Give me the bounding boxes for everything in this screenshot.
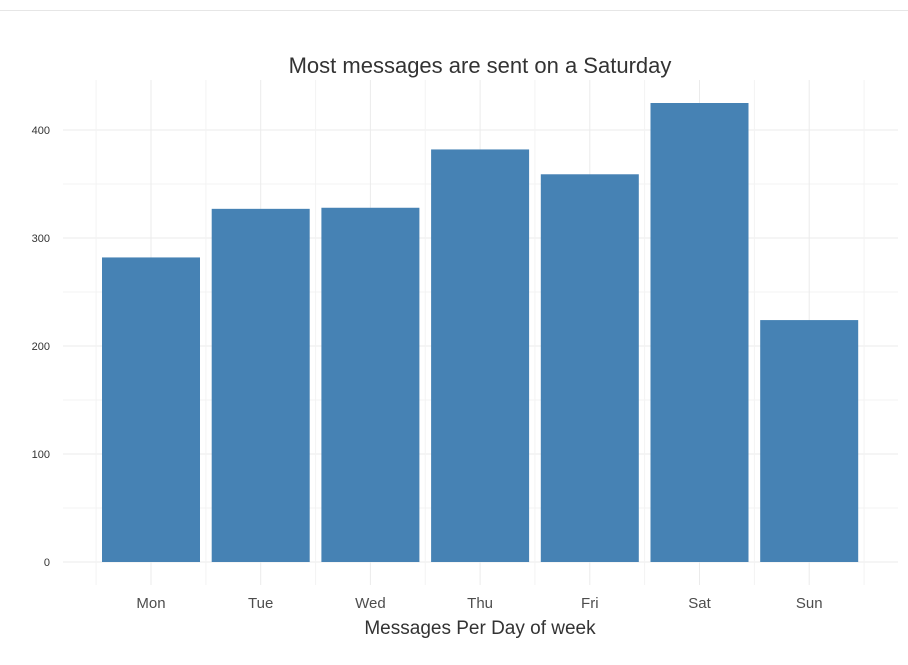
bar-mon	[102, 257, 200, 562]
bar-fri	[540, 174, 639, 562]
x-tick-label: Mon	[136, 595, 165, 612]
x-tick-label: Wed	[355, 595, 386, 612]
y-tick-label: 300	[32, 233, 50, 245]
x-axis-ticks: Mon Tue Wed Thu Fri Sat Sun	[136, 595, 822, 612]
y-axis-ticks: 0 100 200 300 400	[32, 125, 50, 569]
x-tick-label: Sat	[688, 595, 711, 612]
y-tick-label: 100	[32, 449, 50, 461]
bars	[102, 103, 859, 562]
x-tick-label: Fri	[581, 595, 599, 612]
chart-title: Most messages are sent on a Saturday	[289, 53, 672, 78]
y-tick-label: 0	[44, 557, 50, 569]
top-divider	[0, 10, 908, 11]
bar-wed	[321, 207, 420, 562]
y-tick-label: 200	[32, 341, 50, 353]
x-axis-label: Messages Per Day of week	[364, 618, 596, 639]
x-tick-label: Tue	[248, 595, 273, 612]
y-tick-label: 400	[32, 125, 50, 137]
bar-thu	[431, 149, 530, 562]
bar-sat	[650, 103, 749, 562]
x-tick-label: Sun	[796, 595, 823, 612]
bar-tue	[211, 208, 310, 562]
x-tick-label: Thu	[467, 595, 493, 612]
bar-sun	[760, 320, 859, 562]
